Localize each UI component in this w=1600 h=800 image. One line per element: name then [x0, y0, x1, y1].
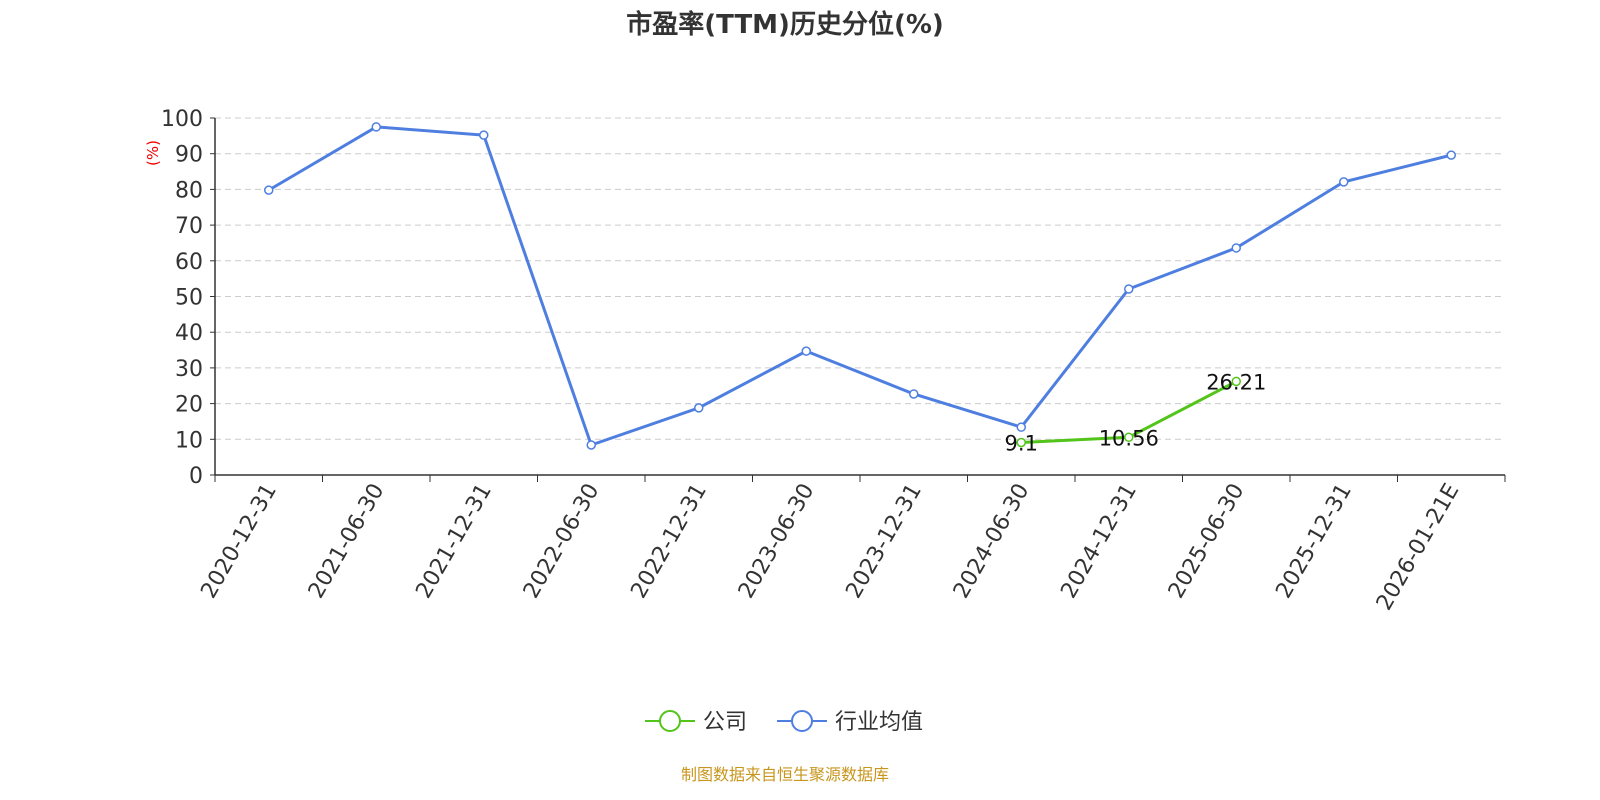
y-tick-label: 50 — [175, 286, 203, 311]
data-point — [586, 440, 596, 450]
y-axis-label: (%) — [144, 140, 162, 166]
x-tick-label: 2024-06-30 — [949, 480, 1035, 603]
data-point — [479, 130, 489, 140]
data-point — [1016, 422, 1026, 432]
data-point — [371, 122, 381, 132]
x-tick-label: 2020-12-31 — [196, 480, 282, 603]
x-tick-label: 2021-06-30 — [304, 480, 390, 603]
series-line — [267, 125, 1452, 447]
chart-title: 市盈率(TTM)历史分位(%) — [626, 9, 944, 40]
y-tick-label: 90 — [175, 143, 203, 168]
data-point — [909, 389, 919, 399]
x-tick-label: 2022-06-30 — [519, 480, 605, 603]
y-tick-label: 70 — [175, 214, 203, 239]
data-point — [801, 346, 811, 356]
data-point — [1339, 177, 1349, 187]
y-tick-label: 40 — [175, 321, 203, 346]
legend-label: 公司 — [703, 710, 747, 735]
data-point — [264, 185, 274, 195]
source-note: 制图数据来自恒生聚源数据库 — [681, 765, 889, 784]
x-tick-label: 2025-12-31 — [1271, 480, 1357, 603]
y-tick-label: 60 — [175, 250, 203, 275]
x-tick-label: 2026-01-21E — [1372, 480, 1465, 615]
y-tick-label: 10 — [175, 428, 203, 453]
x-tick-label: 2021-12-31 — [411, 480, 497, 603]
x-tick-label: 2025-06-30 — [1164, 480, 1250, 603]
data-label: 10.56 — [1099, 426, 1159, 450]
data-point — [1124, 284, 1134, 294]
legend-label: 行业均值 — [835, 710, 923, 735]
data-label: 9.1 — [1005, 432, 1038, 456]
y-tick-label: 0 — [189, 464, 203, 489]
y-tick-label: 80 — [175, 178, 203, 203]
x-tick-label: 2022-12-31 — [626, 480, 712, 603]
data-point — [694, 403, 704, 413]
data-label: 26.21 — [1206, 370, 1266, 394]
x-tick-label: 2023-12-31 — [841, 480, 927, 603]
data-point — [1016, 437, 1026, 448]
legend-marker — [791, 710, 813, 732]
x-tick-label: 2023-06-30 — [734, 480, 820, 603]
x-tick-label: 2024-12-31 — [1056, 480, 1142, 603]
data-point — [1124, 432, 1134, 443]
data-point — [1446, 150, 1456, 160]
y-tick-label: 100 — [161, 107, 203, 132]
data-point — [1231, 243, 1241, 253]
y-tick-label: 30 — [175, 357, 203, 382]
data-point — [1231, 376, 1241, 387]
legend-marker — [659, 710, 681, 732]
y-tick-label: 20 — [175, 393, 203, 418]
